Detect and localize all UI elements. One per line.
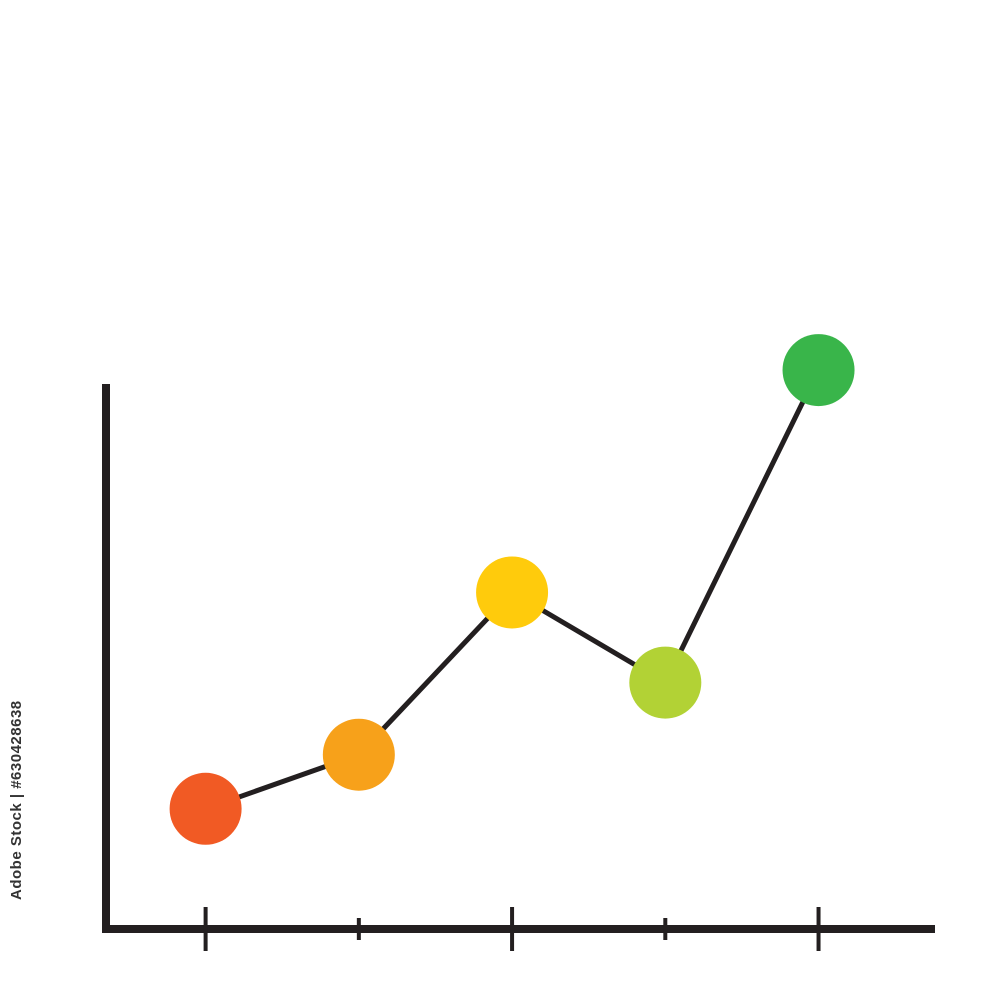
stock-id-text: Adobe Stock | #630428638	[8, 700, 25, 900]
data-point	[322, 718, 395, 791]
chart-axes	[102, 384, 935, 933]
data-point	[782, 334, 855, 407]
data-point	[629, 646, 702, 719]
data-point	[476, 556, 549, 629]
data-point	[169, 772, 242, 845]
x-axis-ticks	[203, 907, 821, 951]
series-points-group	[169, 334, 855, 845]
